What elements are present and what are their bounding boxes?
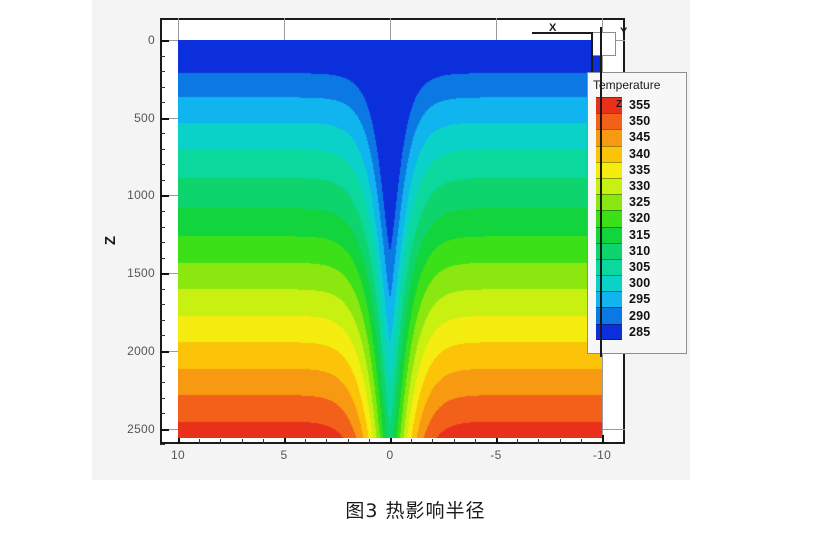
orientation-corner-box (592, 32, 616, 56)
x-tick-label: -5 (490, 448, 502, 462)
legend-entry[interactable]: 355 (596, 97, 684, 114)
legend-value-label: 300 (629, 276, 651, 291)
figure-panel: 0 500 1000 1500 2000 2500 Z X Y 10 5 0 -5 -10 Tem… (92, 0, 690, 480)
legend-entry[interactable]: 320 (596, 210, 684, 227)
legend-entry[interactable]: 285 (596, 323, 684, 340)
legend-entry[interactable]: 300 (596, 275, 684, 292)
y-tick-label: 2000 (127, 343, 155, 358)
y-tick-minor (160, 444, 165, 446)
legend-value-label: 315 (629, 227, 651, 242)
legend-color-swatch (596, 226, 622, 243)
legend-color-swatch (596, 210, 622, 227)
legend-color-swatch (596, 161, 622, 178)
y-axis-tick-labels: 0 500 1000 1500 2000 2500 (92, 18, 155, 444)
legend-color-swatch (596, 258, 622, 276)
y-axis-title: Z (102, 235, 120, 246)
legend-value-label: 345 (629, 130, 651, 145)
legend-entry[interactable]: 350 (596, 113, 684, 130)
y-orientation-label: Y (620, 26, 628, 38)
legend-color-swatch (596, 129, 622, 146)
legend-value-label: 355 (629, 98, 651, 113)
y-tick-label: 1500 (127, 266, 155, 281)
y-tick-label: 500 (134, 110, 155, 125)
legend-color-swatch (596, 194, 622, 211)
legend-color-swatch (596, 307, 622, 324)
legend-entry[interactable]: 295 (596, 291, 684, 308)
legend-entry[interactable]: 335 (596, 161, 684, 178)
legend-color-swatch (596, 275, 622, 292)
legend-crossing-axis-line (600, 27, 602, 357)
legend-entry[interactable]: 305 (596, 258, 684, 276)
legend-entries: 355 350 345 340 335 330 325 320 315 310 305 300 295 2… (596, 97, 684, 340)
legend-entry[interactable]: 315 (596, 226, 684, 243)
legend-value-label: 335 (629, 162, 651, 177)
x-orientation-label: X (549, 22, 557, 34)
legend-entry[interactable]: 310 (596, 242, 684, 259)
x-tick-label: 0 (386, 448, 394, 462)
x-tick-label: -10 (592, 448, 612, 462)
legend-value-label: 295 (629, 292, 651, 307)
legend-value-label: 340 (629, 146, 651, 161)
legend-color-swatch (596, 177, 622, 195)
x-orientation-line (532, 32, 592, 34)
legend-color-swatch (596, 291, 622, 308)
y-tick-label: 1000 (127, 188, 155, 203)
legend-value-label: 310 (629, 243, 651, 258)
x-axis-tick-labels: 10 5 0 -5 -10 (160, 448, 625, 468)
legend-color-swatch (596, 145, 622, 162)
x-tick-label: 10 (171, 448, 185, 462)
legend-color-swatch (596, 323, 622, 340)
legend-value-label: 290 (629, 308, 651, 323)
x-tick-label: 5 (280, 448, 288, 462)
legend-entry[interactable]: 330 (596, 177, 684, 195)
legend-value-label: 305 (629, 259, 651, 274)
y-orientation-line (591, 32, 593, 92)
legend-entry[interactable]: 345 (596, 129, 684, 146)
contour-plot-area (178, 40, 602, 438)
legend-entry[interactable]: 290 (596, 307, 684, 324)
legend-color-swatch (596, 242, 622, 259)
temperature-contour-canvas (178, 40, 602, 438)
temperature-legend[interactable]: Temperature 355 350 345 340 335 330 325 320 315 3… (587, 27, 687, 357)
legend-entry[interactable]: 325 (596, 194, 684, 211)
legend-value-label: 330 (629, 179, 651, 194)
legend-title: Temperature (593, 78, 661, 92)
legend-value-label: 285 (629, 324, 651, 339)
y-tick-label: 2500 (127, 421, 155, 436)
legend-value-label: 350 (629, 114, 651, 129)
legend-value-label: 320 (629, 211, 651, 226)
y-tick-label: 0 (148, 33, 155, 47)
legend-color-swatch (596, 113, 622, 130)
legend-value-label: 325 (629, 195, 651, 210)
legend-color-swatch (596, 97, 622, 114)
legend-entry[interactable]: 340 (596, 145, 684, 162)
legend-z-marker: Z (616, 99, 623, 110)
figure-caption: 图3 热影响半径 (345, 500, 486, 522)
